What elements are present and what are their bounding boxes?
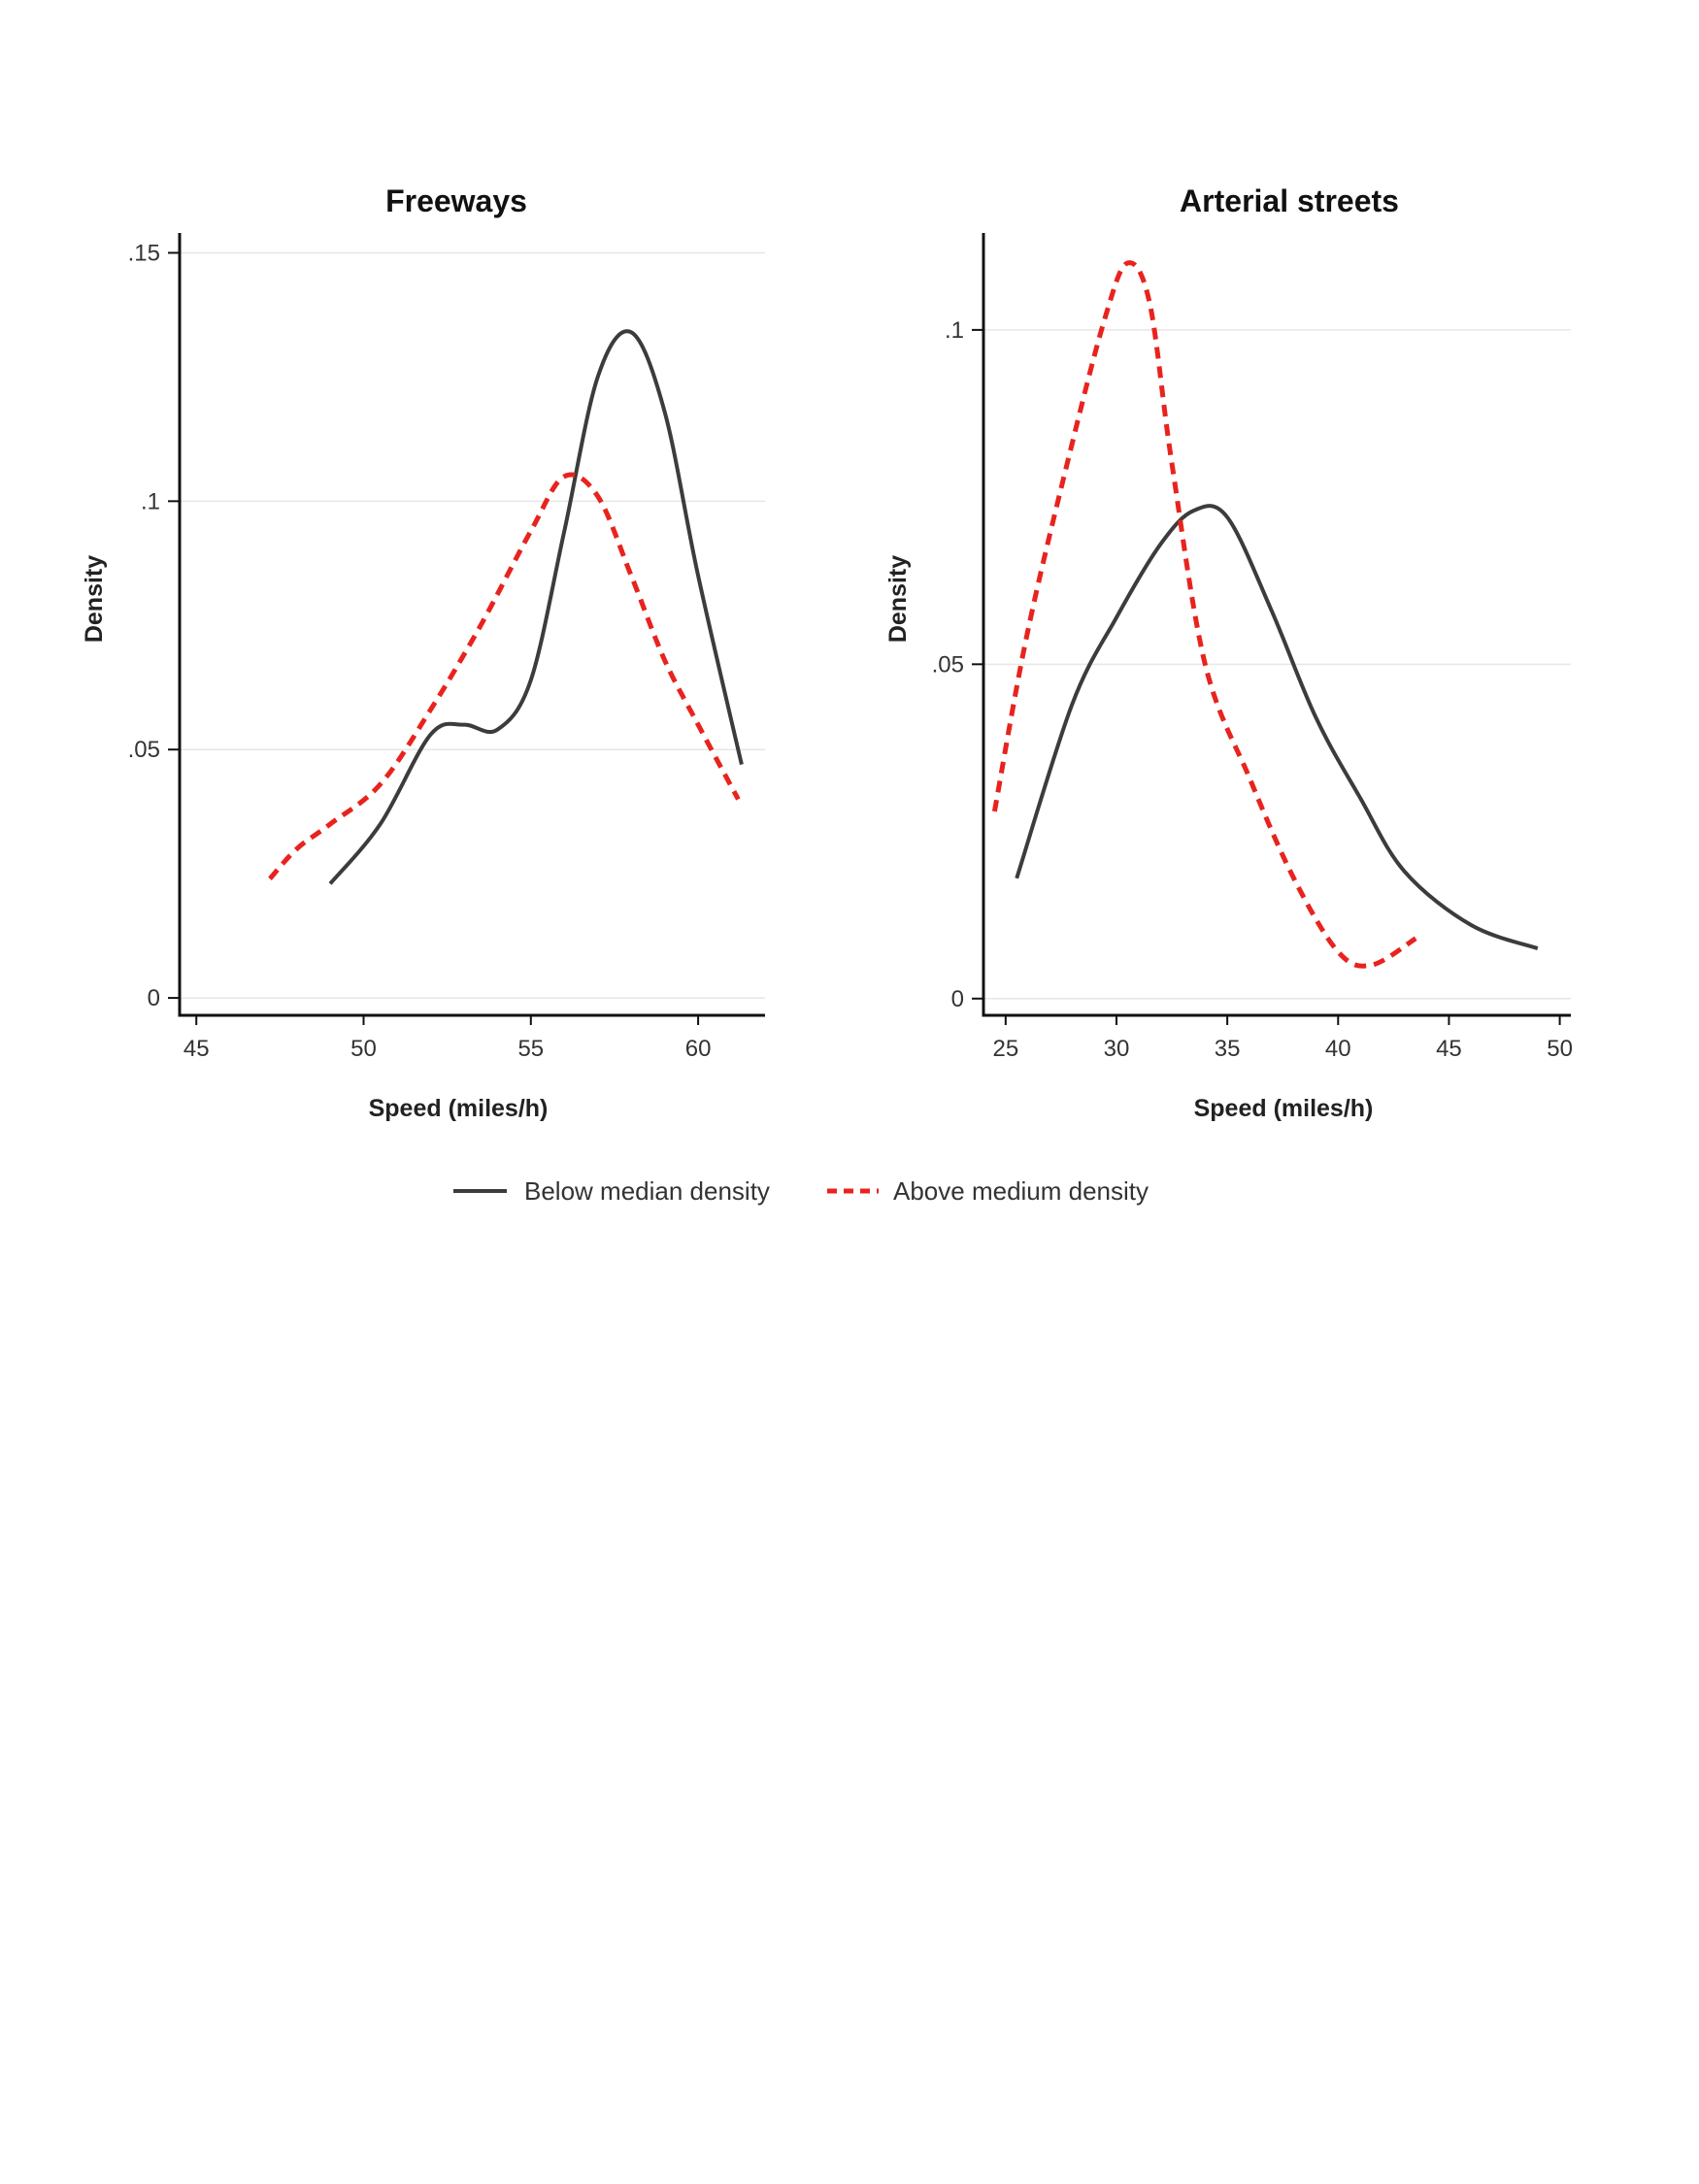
arterial-streets-panel: Arterial streets Density Speed (miles/h)… <box>884 183 1573 1122</box>
freeways-xlabel: Speed (miles/h) <box>369 1095 549 1122</box>
arterial-streets-xtick-label-0: 25 <box>992 1036 1018 1062</box>
freeways-ytick-label-3: .15 <box>128 240 160 266</box>
freeways-ytick-label-0: 0 <box>148 985 160 1011</box>
freeways-xtick-label-1: 50 <box>350 1036 377 1062</box>
arterial-streets-series-below-median-density <box>1015 504 1539 950</box>
arterial-streets-ylabel: Density <box>884 555 912 643</box>
freeways-ytick-label-1: .05 <box>128 737 160 763</box>
arterial-streets-xtick-label-5: 50 <box>1547 1036 1573 1062</box>
freeways-ylabel: Density <box>81 555 108 643</box>
arterial-streets-ytick-label-1: .05 <box>932 651 964 678</box>
legend-label-below-median-density: Below median density <box>524 1176 770 1206</box>
freeways-ytick-label-2: .1 <box>141 488 160 514</box>
arterial-streets-ytick-label-2: .1 <box>945 317 964 344</box>
freeways-xtick-label-0: 45 <box>183 1036 210 1062</box>
freeways-series-below-median-density <box>328 329 744 885</box>
arterial-streets-title: Arterial streets <box>1180 183 1399 218</box>
arterial-streets-xlabel: Speed (miles/h) <box>1194 1095 1374 1122</box>
legend-label-above-medium-density: Above medium density <box>893 1176 1149 1206</box>
arterial-streets-ytick-label-0: 0 <box>951 986 964 1012</box>
freeways-series-above-medium-density <box>268 472 741 880</box>
freeways-xtick-label-2: 55 <box>517 1036 544 1062</box>
legend: Below median density Above medium densit… <box>453 1176 1149 1206</box>
arterial-streets-series-above-medium-density <box>991 260 1417 969</box>
freeways-xtick-label-3: 60 <box>685 1036 712 1062</box>
freeways-title: Freeways <box>385 183 527 218</box>
freeways-panel: Freeways Density Speed (miles/h) 0 .05 .1.… <box>81 183 765 1122</box>
arterial-streets-xtick-label-3: 40 <box>1325 1036 1351 1062</box>
arterial-streets-xtick-label-2: 35 <box>1215 1036 1241 1062</box>
arterial-streets-xtick-label-4: 45 <box>1436 1036 1462 1062</box>
arterial-streets-xtick-label-1: 30 <box>1104 1036 1130 1062</box>
